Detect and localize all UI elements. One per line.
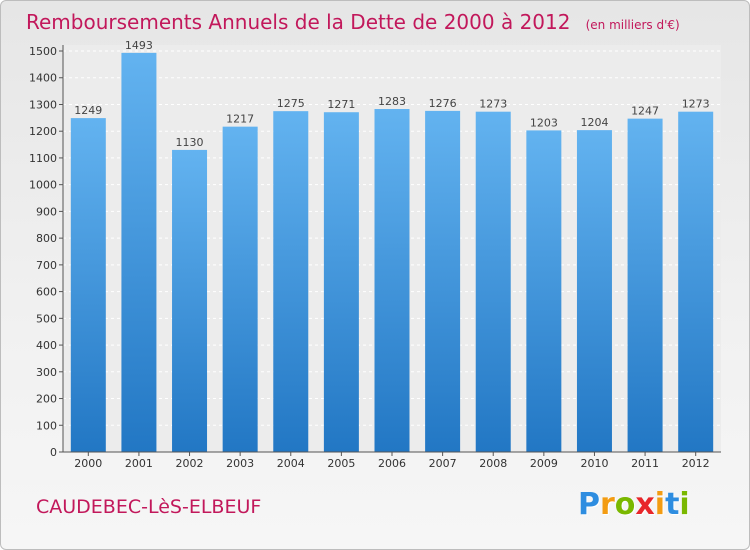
chart-title: Remboursements Annuels de la Dette de 20… xyxy=(26,10,571,34)
logo-letter: r xyxy=(600,487,615,522)
x-tick-label-2000: 2000 xyxy=(74,457,102,470)
y-tick-label: 1500 xyxy=(29,45,57,58)
logo-letter: o xyxy=(614,487,636,522)
bar-2000 xyxy=(70,118,106,452)
bar-2011 xyxy=(627,118,663,453)
y-tick-label: 800 xyxy=(36,232,57,245)
bar-2003 xyxy=(222,126,258,452)
data-label-2011: 1247 xyxy=(631,105,659,118)
data-label-2008: 1273 xyxy=(479,98,507,111)
x-tick-label-2011: 2011 xyxy=(631,457,659,470)
bar-2010 xyxy=(576,130,612,452)
bar-2005 xyxy=(323,112,359,452)
bar-2002 xyxy=(172,149,208,452)
city-name: CAUDEBEC-LèS-ELBEUF xyxy=(36,496,262,518)
bar-2006 xyxy=(374,109,410,453)
y-tick-label: 600 xyxy=(36,286,57,299)
y-tick-label: 1400 xyxy=(29,72,57,85)
logo-letter: i xyxy=(654,487,666,522)
y-tick-label: 1300 xyxy=(29,98,57,111)
data-label-2001: 1493 xyxy=(125,39,153,52)
data-label-2010: 1204 xyxy=(580,116,608,129)
y-tick-label: 0 xyxy=(50,446,57,459)
data-label-2002: 1130 xyxy=(176,136,204,149)
x-tick-label-2003: 2003 xyxy=(226,457,254,470)
x-tick-label-2007: 2007 xyxy=(429,457,457,470)
logo-letter: i xyxy=(679,487,690,522)
data-label-2005: 1271 xyxy=(327,98,355,111)
y-tick-label: 700 xyxy=(36,259,57,272)
x-tick-label-2009: 2009 xyxy=(530,457,558,470)
x-tick-label-2004: 2004 xyxy=(277,457,305,470)
data-label-2000: 1249 xyxy=(74,104,102,117)
data-label-2012: 1273 xyxy=(682,98,710,111)
data-label-2003: 1217 xyxy=(226,113,254,126)
bar-2001 xyxy=(121,52,157,452)
logo-letter: P xyxy=(578,487,600,522)
x-tick-label-2005: 2005 xyxy=(327,457,355,470)
data-label-2004: 1275 xyxy=(277,97,305,110)
y-tick-label: 900 xyxy=(36,205,57,218)
logo-letter: x xyxy=(635,487,655,522)
data-label-2007: 1276 xyxy=(429,97,457,110)
y-tick-label: 200 xyxy=(36,393,57,406)
x-tick-label-2002: 2002 xyxy=(176,457,204,470)
proxiti-logo: Proxiti xyxy=(578,487,690,522)
bar-2007 xyxy=(425,110,461,453)
x-tick-label-2010: 2010 xyxy=(580,457,608,470)
y-tick-label: 1200 xyxy=(29,125,57,138)
bar-2012 xyxy=(678,111,714,453)
y-tick-label: 300 xyxy=(36,366,57,379)
x-tick-label-2006: 2006 xyxy=(378,457,406,470)
bar-2008 xyxy=(475,111,511,453)
x-tick-label-2001: 2001 xyxy=(125,457,153,470)
y-tick-label: 1000 xyxy=(29,179,57,192)
x-tick-label-2012: 2012 xyxy=(682,457,710,470)
y-tick-label: 1100 xyxy=(29,152,57,165)
chart-subtitle: (en milliers d'€) xyxy=(585,18,680,32)
y-tick-label: 400 xyxy=(36,339,57,352)
data-label-2006: 1283 xyxy=(378,95,406,108)
logo-letter: t xyxy=(665,487,680,522)
data-label-2009: 1203 xyxy=(530,116,558,129)
bar-2004 xyxy=(273,111,309,453)
title-row: Remboursements Annuels de la Dette de 20… xyxy=(26,10,680,34)
bar-2009 xyxy=(526,130,562,452)
y-tick-label: 100 xyxy=(36,419,57,432)
y-tick-label: 500 xyxy=(36,312,57,325)
x-tick-label-2008: 2008 xyxy=(479,457,507,470)
